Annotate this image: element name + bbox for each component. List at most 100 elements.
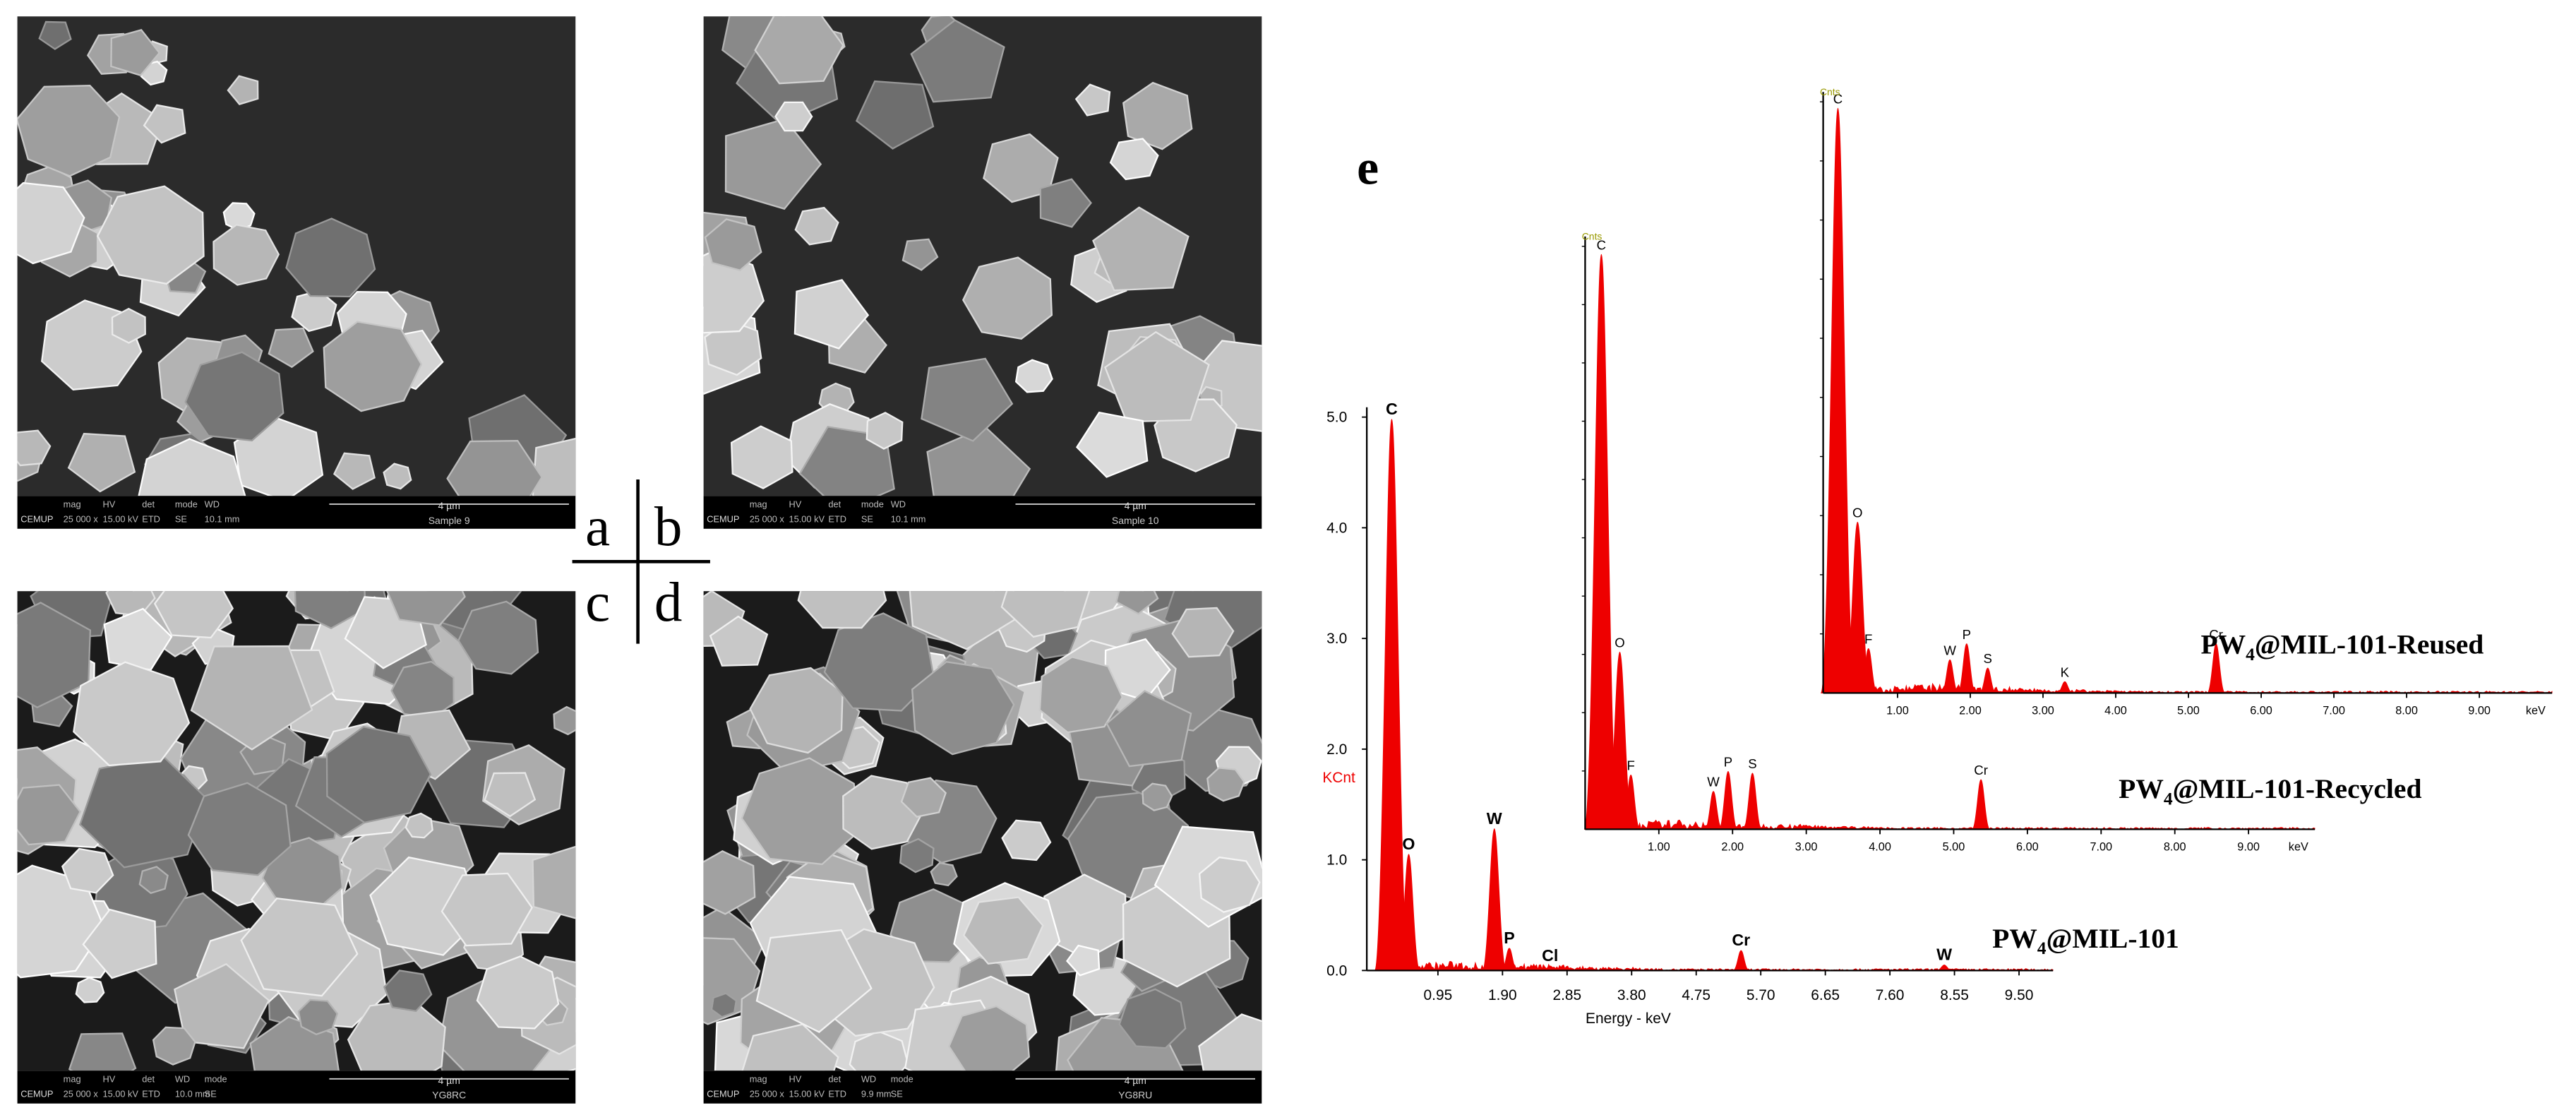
crystal — [138, 866, 169, 895]
peak-label: C — [1597, 237, 1606, 252]
x-tick-label: 3.00 — [1795, 841, 1818, 854]
series-name: PW4@MIL-101 — [1992, 923, 2179, 958]
name-sub: 4 — [2164, 788, 2173, 809]
x-tick-label: 7.60 — [1876, 987, 1905, 1003]
crystal — [1092, 206, 1190, 292]
name-rest: @MIL-101-Reused — [2255, 629, 2484, 660]
x-tick-label: 2.00 — [1959, 705, 1982, 717]
x-tick-label: 9.00 — [2237, 841, 2260, 854]
peak-label: C — [1386, 400, 1398, 418]
y-tick-label: 4.0 — [1326, 520, 1347, 536]
peak-label: S — [1983, 651, 1991, 666]
peak — [2207, 643, 2226, 693]
info-value: 15.00 kV — [789, 1088, 825, 1099]
peak-label: W — [1936, 946, 1952, 964]
crystal — [405, 812, 433, 839]
crystal — [755, 929, 873, 1033]
peak — [1742, 773, 1762, 830]
x-tick-label: 5.00 — [1943, 841, 1965, 854]
name-base: PW — [2200, 629, 2246, 660]
series-name: PW4@MIL-101-Reused — [2200, 629, 2484, 664]
peak — [1859, 648, 1878, 693]
info-field: det — [142, 499, 155, 510]
peak — [1718, 771, 1738, 830]
peak-label: P — [1724, 755, 1732, 770]
crystals — [17, 20, 576, 496]
info-field: mode — [891, 1073, 913, 1084]
info-field: HV — [789, 499, 802, 510]
crystal — [184, 351, 284, 442]
logo: CEMUP — [707, 514, 739, 525]
panel-letter: c — [585, 572, 610, 633]
name-base: PW — [1992, 923, 2037, 954]
x-tick-label: 6.00 — [2016, 841, 2039, 854]
logo: CEMUP — [707, 1088, 739, 1099]
crystal — [1122, 81, 1193, 150]
peak — [1397, 854, 1420, 971]
peak — [1704, 791, 1723, 830]
scale-label: 4 µm — [438, 1075, 460, 1086]
crystals — [703, 16, 1262, 496]
peak — [1941, 659, 1959, 693]
x-tick-label: 3.00 — [2032, 705, 2054, 717]
x-tick-label: 6.00 — [2250, 705, 2272, 717]
crystal — [291, 290, 337, 333]
info-value: 10.0 mm — [175, 1088, 210, 1099]
x-tick-label: 7.00 — [2090, 841, 2112, 854]
panel-letter: a — [585, 496, 610, 558]
info-field: det — [828, 499, 841, 510]
info-value: ETD — [828, 1088, 846, 1099]
sample-label: Sample 9 — [429, 515, 470, 526]
crystal — [333, 452, 376, 490]
sample-label: Sample 10 — [1112, 515, 1159, 526]
crystal — [1106, 690, 1192, 768]
crystal — [285, 217, 376, 298]
crystal — [947, 1005, 1030, 1071]
crystal — [484, 772, 537, 818]
crystal — [911, 660, 1015, 756]
peak — [2056, 681, 2073, 693]
peak-label: O — [1402, 835, 1415, 853]
x-tick-label: 4.75 — [1682, 987, 1711, 1003]
crystal — [446, 439, 543, 496]
info-value: 25 000 x — [750, 514, 785, 525]
peak — [1482, 828, 1507, 971]
crystal — [741, 757, 861, 866]
x-tick-label: 9.50 — [2005, 987, 2034, 1003]
peak-label: Cr — [2209, 627, 2223, 642]
peak — [1374, 419, 1410, 971]
info-bar — [703, 1071, 1262, 1104]
crystal — [532, 845, 576, 919]
info-field: mode — [861, 499, 884, 510]
x-tick-label: 4.00 — [2104, 705, 2127, 717]
peak-label: W — [1707, 775, 1720, 789]
peak-label: Cl — [1542, 946, 1558, 965]
scale-label: 4 µm — [1125, 1075, 1146, 1086]
sem-image — [703, 16, 1262, 496]
crystal — [553, 705, 576, 736]
crystal — [855, 80, 935, 150]
info-value: 15.00 kV — [103, 1088, 139, 1099]
sample-label: YG8RC — [432, 1090, 466, 1101]
crystal — [240, 898, 359, 997]
y-axis-title: Cnts — [1582, 231, 1602, 242]
crystal — [96, 185, 205, 285]
crystal — [709, 615, 769, 667]
peak-label: O — [1852, 505, 1862, 520]
crystal — [75, 977, 105, 1003]
info-value: SE — [861, 514, 873, 525]
name-rest: @MIL-101 — [2047, 923, 2179, 954]
info-value: 10.1 mm — [205, 514, 240, 525]
info-field: WD — [205, 499, 220, 510]
crystals — [703, 591, 1262, 1071]
peak-label: F — [1864, 632, 1872, 647]
peak-label: P — [1963, 627, 1971, 642]
crystal — [710, 992, 738, 1018]
info-value: 25 000 x — [64, 514, 99, 525]
peak-label: P — [1504, 929, 1515, 947]
y-tick-label: 0.0 — [1326, 962, 1347, 979]
info-value: 10.1 mm — [891, 514, 926, 525]
peak-label: S — [1748, 756, 1756, 771]
peak — [1583, 254, 1619, 830]
